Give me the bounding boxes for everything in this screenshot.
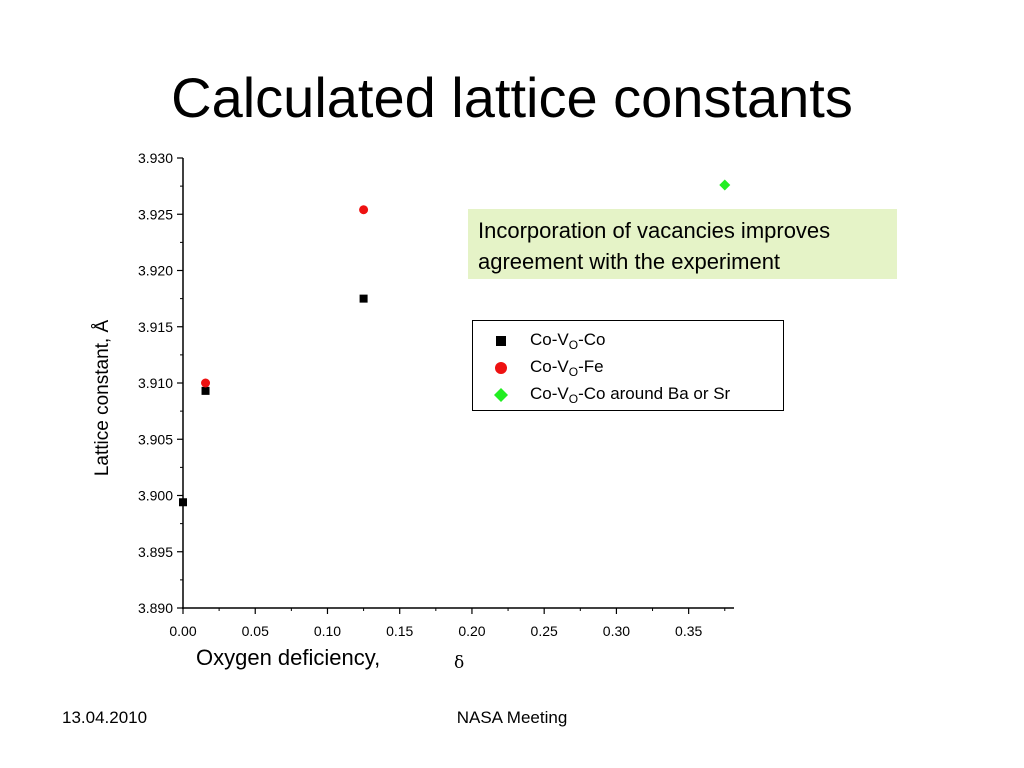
diamond-marker-icon xyxy=(493,387,508,402)
y-tick-label: 3.925 xyxy=(138,206,173,222)
square-marker-icon xyxy=(493,333,508,348)
data-point-square xyxy=(179,498,187,507)
circle-marker-icon xyxy=(493,360,508,375)
y-tick-label: 3.890 xyxy=(138,600,173,616)
footer-date: 13.04.2010 xyxy=(62,708,148,727)
legend-item-co-vo-co-ba-sr: Co-VO-Co around Ba or Sr xyxy=(473,381,783,408)
legend-item-co-vo-fe: Co-VO-Fe xyxy=(473,354,783,381)
y-tick-label: 3.900 xyxy=(138,488,173,504)
legend-item-co-vo-co: Co-VO-Co xyxy=(473,327,783,354)
data-point-square xyxy=(201,386,210,395)
x-axis-label: Oxygen deficiency, xyxy=(196,645,381,670)
x-axis-label-symbol: δ xyxy=(454,653,465,673)
y-tick-label: 3.895 xyxy=(138,544,173,560)
legend-label: Co-VO-Co around Ba or Sr xyxy=(530,383,731,406)
data-point-diamond xyxy=(719,179,731,191)
x-tick-label: 0.25 xyxy=(531,623,558,639)
x-tick-label: 0.05 xyxy=(242,623,269,639)
chart-legend: Co-VO-Co Co-VO-Fe Co-VO-Co around Ba or … xyxy=(472,320,784,411)
footer-meeting-name: NASA Meeting xyxy=(456,708,568,727)
slide-title: Calculated lattice constants xyxy=(171,66,853,129)
y-axis-label: Lattice constant, Å xyxy=(92,319,113,477)
y-tick-label: 3.930 xyxy=(138,150,173,166)
legend-label: Co-VO-Co xyxy=(530,329,606,352)
legend-label: Co-VO-Fe xyxy=(530,356,604,379)
x-tick-label: 0.15 xyxy=(386,623,413,639)
x-tick-label: 0.20 xyxy=(458,623,485,639)
data-point-circle xyxy=(201,378,211,388)
data-point-square xyxy=(359,294,368,303)
data-point-circle xyxy=(359,205,369,215)
y-tick-label: 3.905 xyxy=(138,431,173,447)
x-tick-label: 0.35 xyxy=(675,623,702,639)
y-tick-label: 3.920 xyxy=(138,263,173,279)
y-tick-label: 3.910 xyxy=(138,375,173,391)
callout-box: Incorporation of vacancies improves agre… xyxy=(468,209,897,279)
x-tick-label: 0.10 xyxy=(314,623,341,639)
x-tick-label: 0.30 xyxy=(603,623,630,639)
y-tick-label: 3.915 xyxy=(138,319,173,335)
x-tick-label: 0.00 xyxy=(169,623,196,639)
